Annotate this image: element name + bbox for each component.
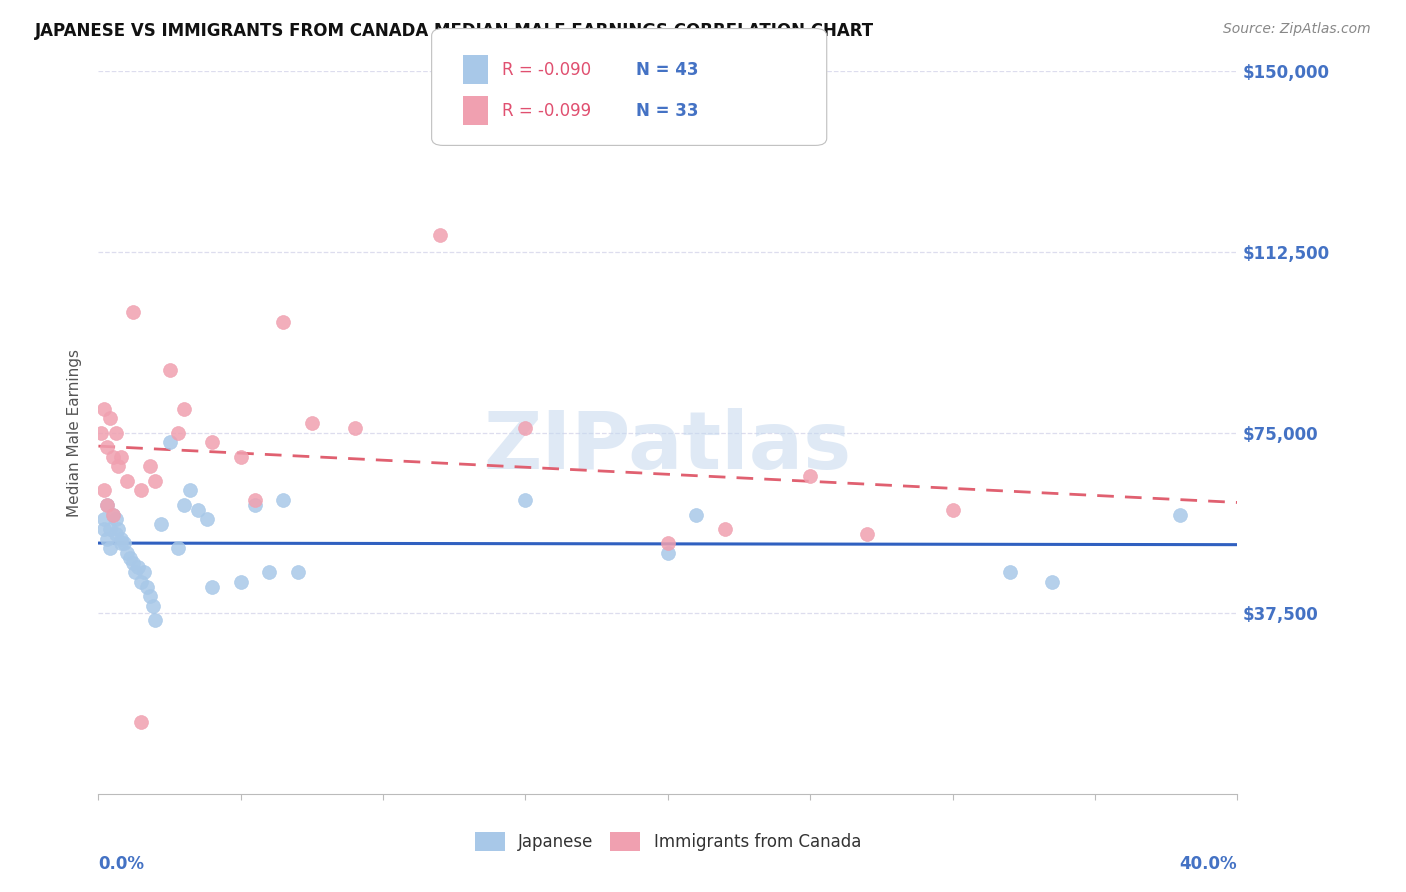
Point [273,493,295,508]
Point [96,532,118,546]
Point [1040,574,1063,589]
Point [167,425,190,440]
Point [229,450,252,464]
Point [104,425,127,440]
Point [515,493,537,508]
Point [273,315,295,329]
Point [129,714,152,729]
Point [173,401,195,416]
Point [515,421,537,435]
Point [856,526,879,541]
Point [287,566,309,580]
Text: N = 43: N = 43 [636,61,697,78]
Point [145,474,167,488]
Point [132,566,155,580]
Point [93,401,115,416]
Point [657,546,679,560]
Point [167,541,190,556]
Point [101,508,124,522]
Point [110,450,132,464]
Point [129,483,152,498]
Point [121,556,143,570]
Point [118,550,141,565]
Point [259,566,281,580]
Point [243,493,266,508]
Point [429,228,451,243]
Point [243,498,266,512]
Point [96,498,118,512]
Point [141,599,163,613]
Point [107,459,129,474]
Point [93,512,115,526]
Point [799,469,821,483]
Point [110,536,132,550]
Point [98,541,121,556]
Point [714,522,737,536]
Point [112,536,135,550]
Point [301,416,323,430]
Point [96,498,118,512]
Point [135,580,157,594]
Point [107,522,129,536]
Point [124,566,146,580]
Text: Source: ZipAtlas.com: Source: ZipAtlas.com [1223,22,1371,37]
Point [104,512,127,526]
Text: R = -0.099: R = -0.099 [502,102,591,120]
Point [101,508,124,522]
Point [150,517,173,532]
Point [96,440,118,454]
Legend: Japanese, Immigrants from Canada: Japanese, Immigrants from Canada [468,825,868,858]
Point [145,614,167,628]
Point [127,560,149,574]
Point [942,502,965,516]
Point [98,522,121,536]
Point [98,411,121,425]
Point [101,450,124,464]
Point [343,421,366,435]
Point [138,459,160,474]
Text: 40.0%: 40.0% [1180,855,1237,873]
Point [201,580,224,594]
Point [159,363,181,377]
Text: N = 33: N = 33 [636,102,697,120]
Point [93,522,115,536]
Point [90,425,112,440]
Point [685,508,707,522]
Text: R = -0.090: R = -0.090 [502,61,591,78]
Point [173,498,195,512]
Point [187,502,209,516]
Text: 0.0%: 0.0% [98,855,145,873]
Point [195,512,218,526]
Point [657,536,679,550]
Point [998,566,1021,580]
Text: ZIPatlas: ZIPatlas [484,408,852,486]
Point [110,532,132,546]
Point [104,526,127,541]
Text: JAPANESE VS IMMIGRANTS FROM CANADA MEDIAN MALE EARNINGS CORRELATION CHART: JAPANESE VS IMMIGRANTS FROM CANADA MEDIA… [35,22,875,40]
Point [121,305,143,319]
Point [115,474,138,488]
Point [1170,508,1192,522]
Point [129,574,152,589]
Point [159,435,181,450]
Y-axis label: Median Male Earnings: Median Male Earnings [67,349,83,516]
Point [138,590,160,604]
Point [201,435,224,450]
Point [93,483,115,498]
Point [229,574,252,589]
Point [179,483,201,498]
Point [115,546,138,560]
